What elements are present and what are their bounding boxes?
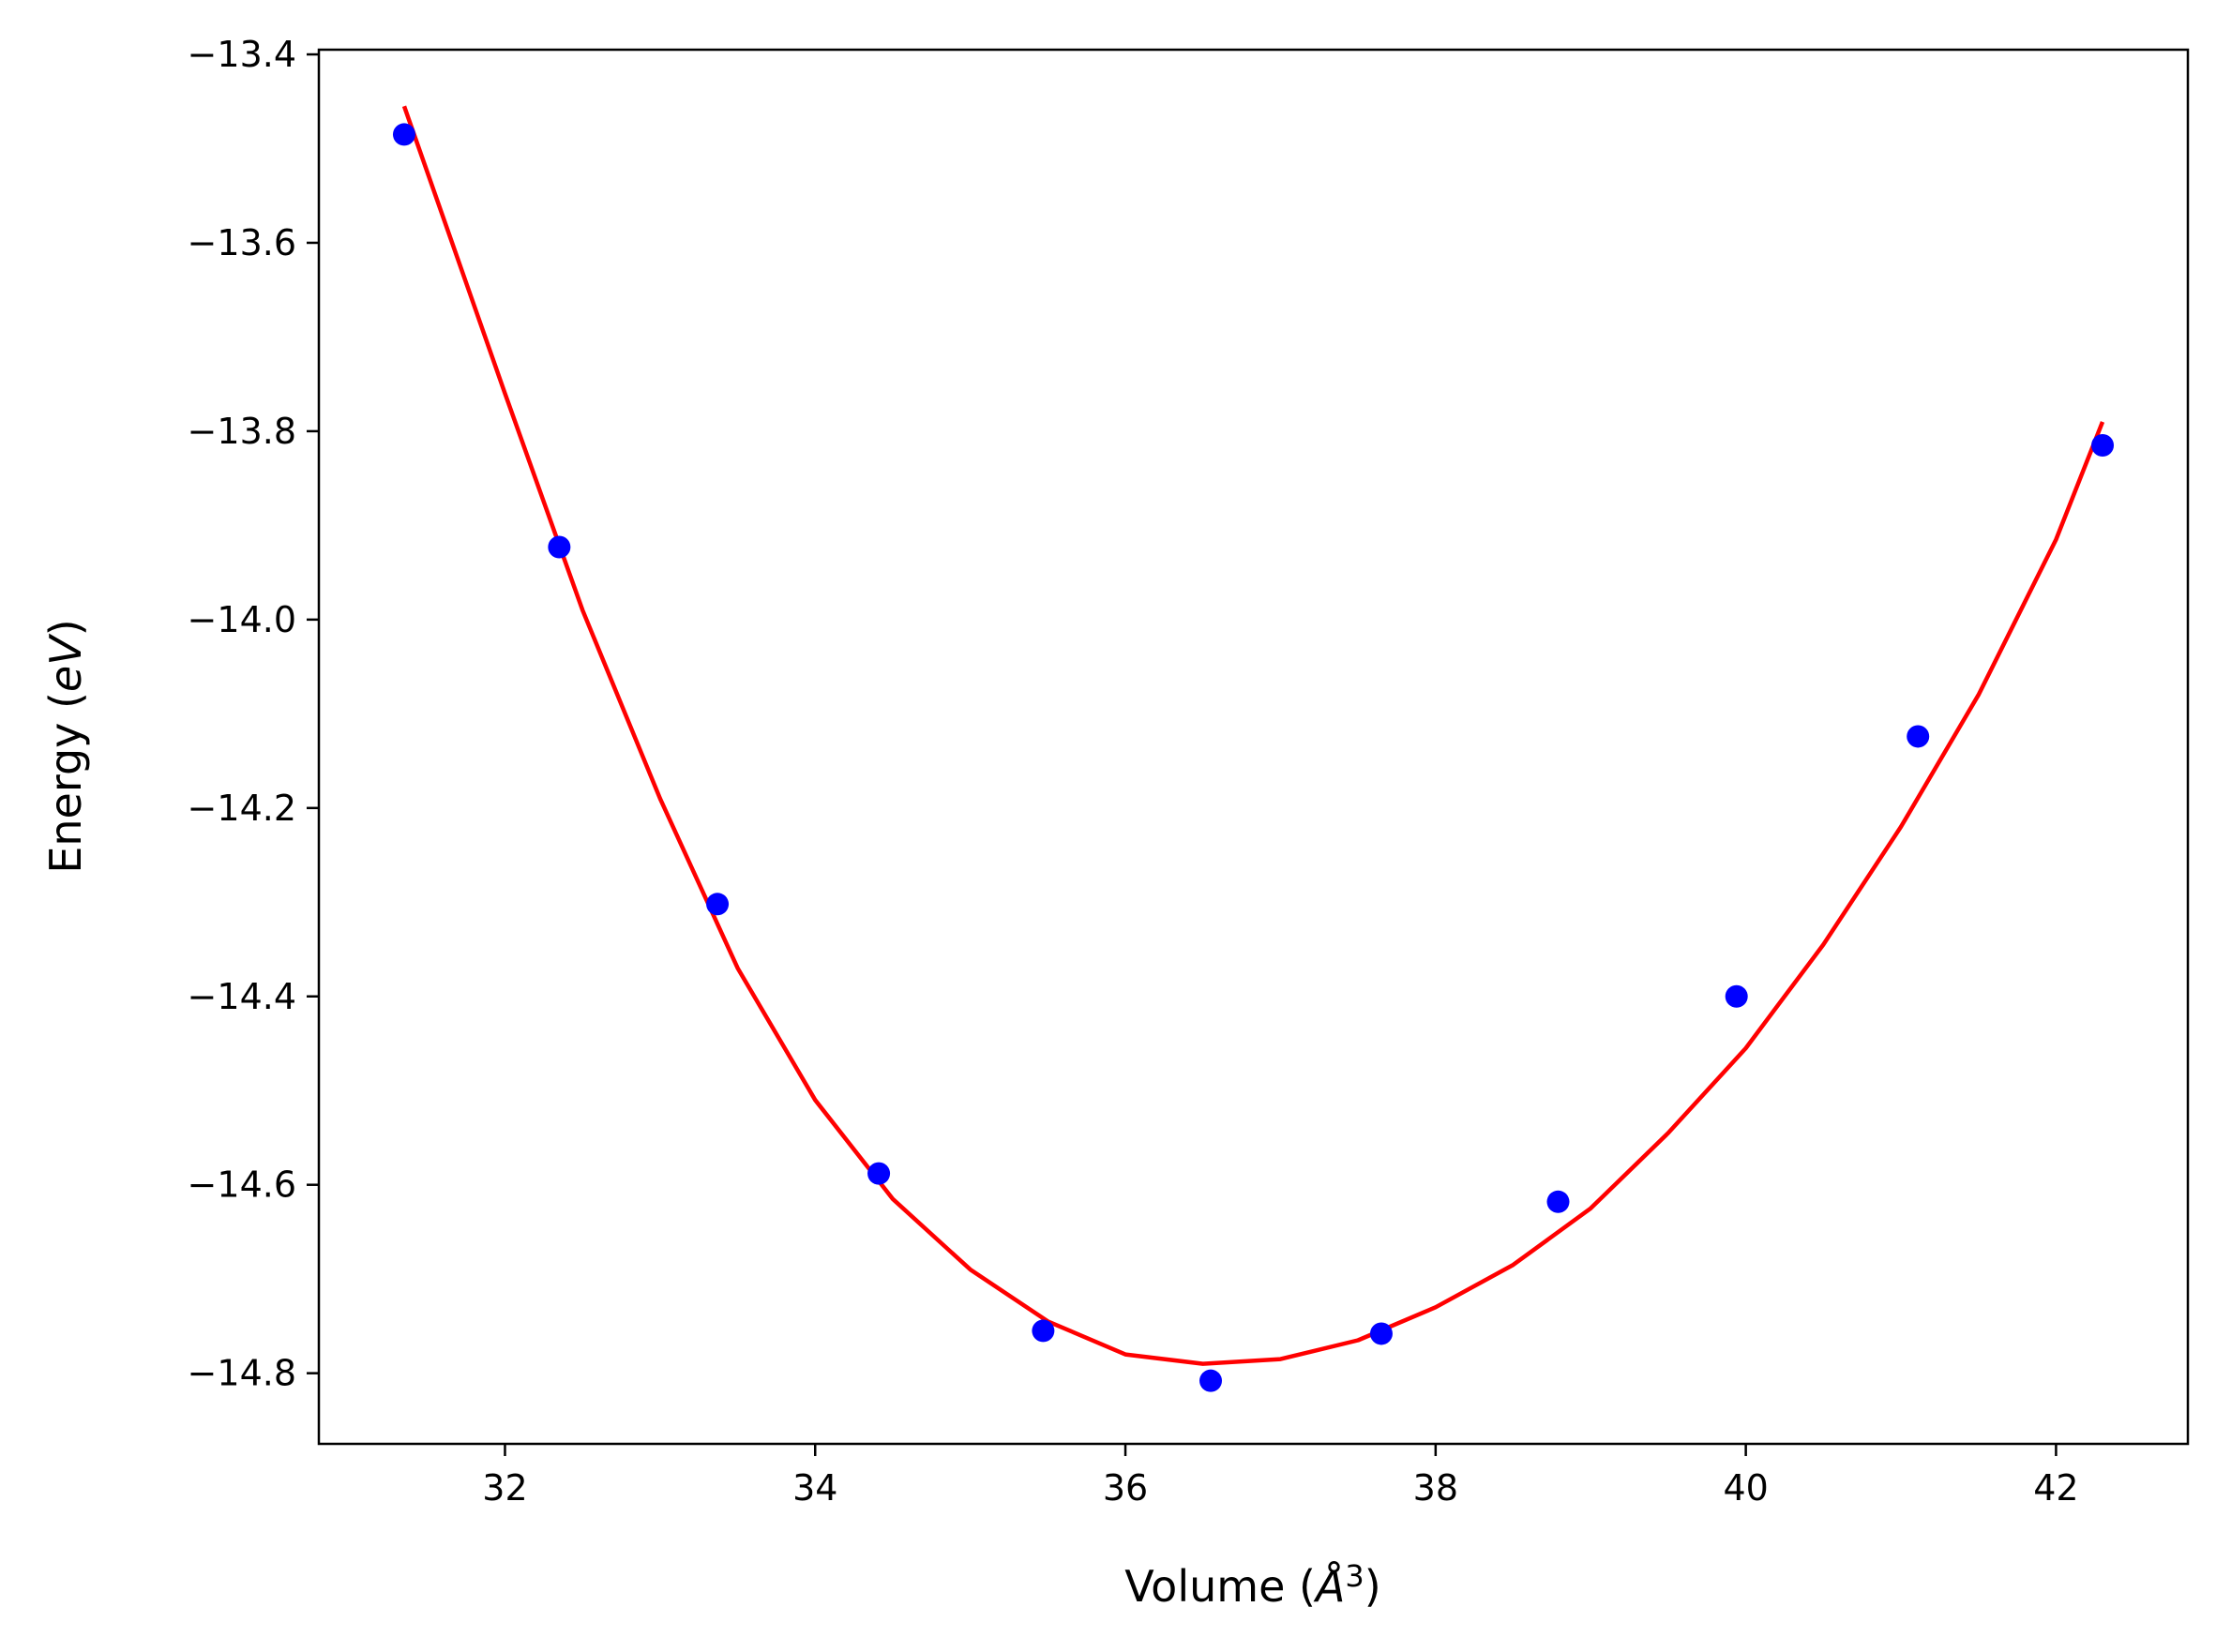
x-tick-label: 32 (482, 1467, 527, 1509)
x-axis-label: Volume (Å3) (1124, 1558, 1380, 1612)
y-tick-label: −14.4 (188, 976, 296, 1017)
x-tick-label: 40 (1723, 1467, 1768, 1509)
y-axis-ticks: −13.4 −13.6 −13.8 −14.0 −14.2 −14.4 −14.6 −14.8 (188, 34, 319, 1394)
data-point (1907, 725, 1930, 748)
data-point (706, 893, 730, 916)
y-tick-label: −13.6 (188, 222, 296, 263)
x-tick-label: 42 (2033, 1467, 2078, 1509)
data-point (1546, 1190, 1570, 1213)
data-point (548, 535, 571, 559)
y-tick-label: −14.0 (188, 599, 296, 640)
data-point (1032, 1319, 1055, 1343)
y-axis-label: Energy (eV) (40, 619, 91, 873)
data-point (1725, 984, 1748, 1008)
data-points (392, 123, 2115, 1392)
x-tick-label: 38 (1413, 1467, 1458, 1509)
x-axis-ticks: 32 34 36 38 40 42 (482, 1444, 2079, 1509)
data-point (392, 123, 415, 146)
y-tick-label: −14.8 (188, 1353, 296, 1394)
x-tick-label: 34 (792, 1467, 837, 1509)
y-tick-label: −14.6 (188, 1164, 296, 1206)
y-tick-label: −13.8 (188, 411, 296, 452)
data-point (1369, 1322, 1393, 1345)
data-point (1199, 1369, 1223, 1392)
plot-frame (317, 48, 2190, 1446)
x-tick-label: 36 (1103, 1467, 1148, 1509)
y-tick-label: −13.4 (188, 34, 296, 75)
data-point (867, 1162, 891, 1185)
y-tick-label: −14.2 (188, 788, 296, 829)
data-point (2091, 433, 2115, 457)
